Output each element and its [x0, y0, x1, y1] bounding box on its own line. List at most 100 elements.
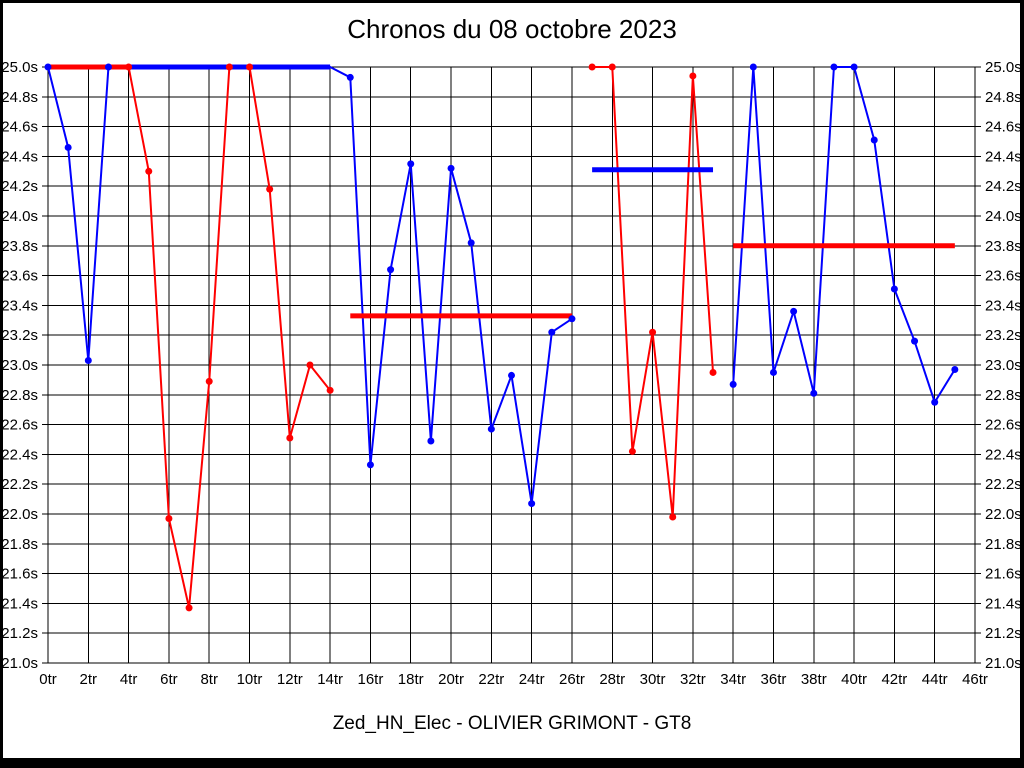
- x-axis-label: 38tr: [801, 671, 827, 688]
- x-axis-label: 14tr: [317, 671, 343, 688]
- y-axis-label: 23.0s: [1, 357, 38, 374]
- driver-blue-point: [850, 63, 858, 71]
- driver-red-point: [709, 368, 717, 376]
- y-axis-label: 21.6s: [985, 566, 1022, 583]
- driver-red-point: [669, 513, 677, 521]
- driver-blue-point: [346, 73, 354, 81]
- driver-blue-stint-line: [732, 66, 956, 405]
- driver-blue-point: [427, 437, 435, 445]
- y-axis-label: 21.8s: [985, 536, 1022, 553]
- driver-blue-point: [467, 239, 475, 247]
- y-axis-label: 22.2s: [985, 476, 1022, 493]
- driver-blue-point: [911, 337, 919, 345]
- driver-blue-point: [810, 389, 818, 397]
- driver-red-point: [185, 604, 193, 612]
- driver-blue-point: [790, 307, 798, 315]
- driver-blue-point: [729, 380, 737, 388]
- driver-red-lines: [48, 66, 715, 609]
- y-axis-label: 23.8s: [1, 238, 38, 255]
- y-axis-label: 23.4s: [985, 297, 1022, 314]
- x-axis-label: 4tr: [120, 671, 138, 688]
- x-axis-label: 2tr: [80, 671, 98, 688]
- y-axis-label: 23.4s: [1, 297, 38, 314]
- y-axis-label: 21.0s: [985, 655, 1022, 672]
- driver-red-point: [588, 63, 596, 71]
- y-axis-label: 22.6s: [985, 417, 1022, 434]
- x-axis-label: 22tr: [478, 671, 504, 688]
- y-axis-label: 22.2s: [1, 476, 38, 493]
- y-axis-label: 24.2s: [985, 178, 1022, 195]
- x-axis-label: 18tr: [398, 671, 424, 688]
- driver-blue-lines: [47, 66, 956, 504]
- y-axis-label: 22.6s: [1, 417, 38, 434]
- driver-red-point: [225, 63, 233, 71]
- y-axis-label: 24.8s: [1, 89, 38, 106]
- x-axis-label: 12tr: [277, 671, 303, 688]
- driver-red-point: [628, 447, 636, 455]
- driver-blue-point: [407, 160, 415, 168]
- driver-blue-point: [931, 398, 939, 406]
- driver-blue-point: [870, 136, 878, 144]
- y-axis-label: 21.8s: [1, 536, 38, 553]
- driver-red-point: [145, 167, 153, 175]
- driver-blue-point: [387, 266, 395, 274]
- driver-red-point: [125, 63, 133, 71]
- x-axis-label: 8tr: [200, 671, 218, 688]
- x-axis-label: 46tr: [962, 671, 988, 688]
- driver-red-point: [608, 63, 616, 71]
- y-axis-label: 24.8s: [985, 89, 1022, 106]
- y-axis-label: 21.4s: [985, 595, 1022, 612]
- driver-red-point: [689, 72, 697, 80]
- y-axis-label: 23.6s: [985, 268, 1022, 285]
- driver-blue-point: [44, 63, 52, 71]
- y-axis-label: 24.2s: [1, 178, 38, 195]
- driver-blue-point: [508, 371, 515, 379]
- y-axis-label: 21.2s: [1, 625, 38, 642]
- y-axis-label: 23.6s: [1, 268, 38, 285]
- y-axis-label: 22.0s: [1, 506, 38, 523]
- x-axis-label: 30tr: [640, 671, 666, 688]
- y-axis-label: 22.4s: [985, 446, 1022, 463]
- x-axis-label: 40tr: [841, 671, 867, 688]
- driver-blue-point: [951, 365, 959, 373]
- x-axis-label: 32tr: [680, 671, 706, 688]
- chart-subtitle: Zed_HN_Elec - OLIVIER GRIMONT - GT8: [332, 713, 692, 734]
- driver-blue-points: [44, 63, 959, 508]
- driver-blue-point: [487, 425, 495, 433]
- driver-blue-point: [890, 285, 898, 293]
- x-axis-label: 42tr: [881, 671, 907, 688]
- driver-red-point: [205, 377, 213, 385]
- x-axis-label: 20tr: [438, 671, 464, 688]
- driver-red-point: [326, 386, 334, 394]
- average-segments: [48, 64, 955, 319]
- y-axis-labels-right: 25.0s 24.8s 24.6s 24.4s 24.2s 24.0s 23.8s 23.6s…: [985, 59, 1022, 672]
- driver-blue-point: [104, 63, 112, 71]
- y-axis-label: 24.6s: [985, 119, 1022, 136]
- x-axis-label: 28tr: [599, 671, 625, 688]
- x-axis-label: 0tr: [39, 671, 57, 688]
- chart-title: Chronos du 08 octobre 2023: [347, 14, 677, 44]
- grid: [42, 66, 981, 664]
- driver-red-point: [286, 434, 294, 442]
- driver-red-point: [306, 361, 314, 369]
- driver-blue-point: [84, 357, 92, 365]
- y-axis-label: 22.8s: [985, 387, 1022, 404]
- y-axis-label: 24.0s: [985, 208, 1022, 225]
- driver-red-point: [246, 63, 254, 71]
- y-axis-label: 22.0s: [985, 506, 1022, 523]
- y-axis-label: 21.0s: [1, 655, 38, 672]
- driver-red-points: [125, 63, 717, 612]
- driver-blue-point: [568, 315, 576, 323]
- driver-blue-point: [548, 328, 556, 336]
- y-axis-label: 21.4s: [1, 595, 38, 612]
- x-axis-labels: 0tr 2tr 4tr 6tr 8tr 10tr 12tr 14tr 16tr 18tr 20tr 2…: [39, 671, 988, 688]
- x-axis-label: 6tr: [160, 671, 178, 688]
- y-axis-label: 22.4s: [1, 446, 38, 463]
- y-axis-label: 21.2s: [985, 625, 1022, 642]
- driver-blue-stint-line: [47, 66, 573, 504]
- driver-blue-point: [366, 461, 374, 469]
- y-axis-label: 24.0s: [1, 208, 38, 225]
- driver-red-point: [266, 185, 274, 193]
- y-axis-label: 24.6s: [1, 119, 38, 136]
